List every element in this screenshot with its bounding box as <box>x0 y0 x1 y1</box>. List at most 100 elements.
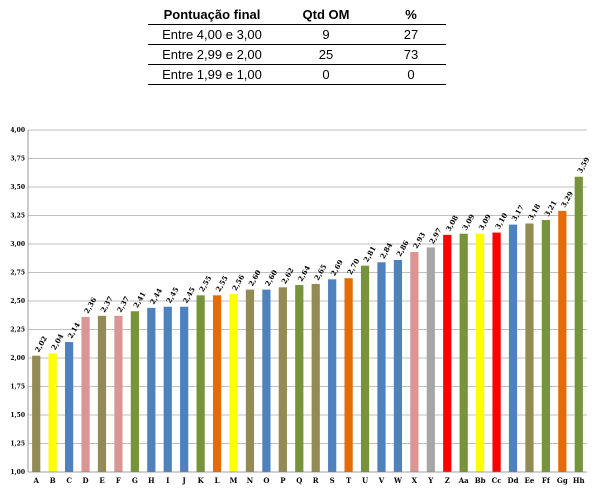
bar <box>360 265 370 472</box>
bar <box>114 315 123 472</box>
bar <box>541 220 551 472</box>
data-label: 2,70 <box>345 257 361 276</box>
y-tick-label: 3,00 <box>10 241 25 248</box>
data-label: 2,36 <box>82 296 98 315</box>
x-tick-label: S <box>330 476 335 485</box>
bar <box>476 233 485 472</box>
y-tick-label: 1,50 <box>10 412 25 419</box>
data-label: 2,81 <box>361 244 377 263</box>
data-label: 2,37 <box>98 294 114 313</box>
table-row: Entre 2,99 e 2,00 25 73 <box>148 44 446 65</box>
bar <box>97 315 107 472</box>
data-label: 2,45 <box>164 285 180 304</box>
x-tick-label: M <box>230 476 238 485</box>
bar <box>377 262 386 472</box>
table-cell: 25 <box>276 44 376 65</box>
x-tick-label: Q <box>296 476 302 485</box>
y-tick-label: 3,75 <box>10 156 25 163</box>
x-tick-label: Bb <box>475 476 486 485</box>
y-tick-label: 4,00 <box>10 127 25 134</box>
x-tick-label: A <box>33 476 40 485</box>
bar <box>410 251 419 472</box>
table-cell: 73 <box>376 44 446 65</box>
x-tick-label: T <box>346 476 352 485</box>
data-label: 2,62 <box>279 266 295 285</box>
x-tick-label: L <box>215 476 220 485</box>
data-label: 2,86 <box>394 239 410 258</box>
bar <box>328 279 337 472</box>
y-tick-label: 2,25 <box>10 327 25 334</box>
bar <box>311 283 320 472</box>
x-tick-label: I <box>166 476 169 485</box>
bar <box>492 232 501 472</box>
data-label: 3,17 <box>509 203 525 222</box>
bar <box>278 287 287 472</box>
y-tick-label: 1,25 <box>10 441 25 448</box>
x-tick-label: K <box>198 476 205 485</box>
y-tick-label: 1,75 <box>10 384 25 391</box>
table-row: Entre 4,00 e 3,00 9 27 <box>148 24 446 45</box>
x-tick-label: G <box>132 476 138 485</box>
bar <box>262 289 271 472</box>
table-cell: Entre 4,00 e 3,00 <box>148 24 276 45</box>
table-header-row: Pontuação final Qtd OM % <box>148 4 446 25</box>
bar <box>163 306 172 472</box>
data-label: 3,21 <box>542 199 558 218</box>
table-cell: 27 <box>376 24 446 45</box>
table-cell: Entre 2,99 e 2,00 <box>148 44 276 65</box>
y-tick-label: 3,25 <box>10 213 25 220</box>
data-label: 2,55 <box>197 274 213 293</box>
x-tick-label: W <box>393 476 402 485</box>
data-label: 2,60 <box>246 268 262 287</box>
summary-table: Pontuação final Qtd OM % Entre 4,00 e 3,… <box>148 4 446 85</box>
y-tick-label: 2,50 <box>10 298 25 305</box>
y-tick-label: 1,00 <box>10 469 25 476</box>
data-label: 2,93 <box>411 231 427 250</box>
x-tick-label: F <box>116 476 121 485</box>
bar <box>147 307 156 472</box>
x-tick-label: C <box>66 476 72 485</box>
x-tick-label: Y <box>427 476 434 485</box>
table-cell: Entre 1,99 e 1,00 <box>148 64 276 85</box>
data-label: 2,97 <box>427 226 443 245</box>
x-tick-label: U <box>362 476 368 485</box>
data-label: 3,08 <box>444 214 460 233</box>
header-qtd: Qtd OM <box>276 4 376 25</box>
x-tick-label: Z <box>445 476 450 485</box>
x-tick-label: Hh <box>573 476 585 485</box>
x-tick-label: P <box>280 476 286 485</box>
bar <box>212 295 222 472</box>
x-tick-label: Dd <box>508 476 519 485</box>
bar <box>443 234 452 472</box>
data-label: 2,60 <box>263 268 279 287</box>
data-label: 3,10 <box>493 211 509 230</box>
x-tick-label: E <box>99 476 104 485</box>
x-tick-label: Gg <box>557 476 568 485</box>
x-tick-label: Ff <box>542 476 551 485</box>
x-tick-label: R <box>313 476 319 485</box>
y-tick-label: 2,00 <box>10 355 25 362</box>
bar <box>180 306 189 472</box>
bar <box>32 355 41 472</box>
x-tick-label: N <box>247 476 254 485</box>
x-tick-label: Ee <box>525 476 535 485</box>
data-label: 2,55 <box>214 274 230 293</box>
data-label: 2,64 <box>296 264 312 283</box>
x-tick-label: V <box>378 476 385 485</box>
bar <box>525 223 534 472</box>
y-axis-ticks: 1,00 1,25 1,50 1,75 2,00 2,25 2,50 2,75 3,00 3,25… <box>10 127 25 476</box>
data-label: 2,45 <box>181 285 197 304</box>
data-label: 2,04 <box>49 332 65 351</box>
x-tick-label: X <box>412 476 418 485</box>
header-percent: % <box>376 4 446 25</box>
data-label: 2,02 <box>33 334 49 353</box>
bar <box>81 316 90 472</box>
bars <box>32 176 583 473</box>
bar <box>245 289 255 472</box>
x-tick-label: Aa <box>458 476 469 485</box>
data-label: 3,29 <box>559 190 575 209</box>
data-label: 2,56 <box>230 273 246 292</box>
bar <box>459 233 468 472</box>
data-label: 2,37 <box>115 294 131 313</box>
bar <box>196 295 205 472</box>
